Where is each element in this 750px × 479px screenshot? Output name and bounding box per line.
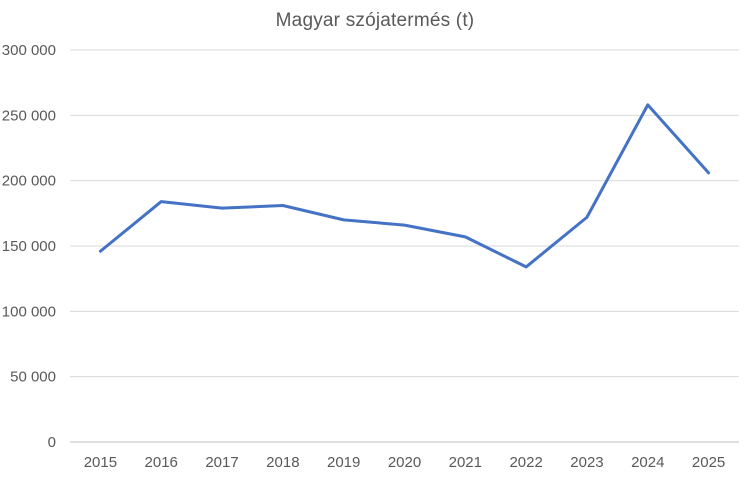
x-axis-tick-label: 2025 [692,454,725,471]
y-axis-tick-label: 50 000 [10,369,56,386]
y-axis-tick-label: 100 000 [2,303,56,320]
x-axis-tick-label: 2018 [266,454,299,471]
y-axis-tick-label: 300 000 [2,42,56,59]
x-axis-tick-label: 2022 [509,454,542,471]
y-axis-tick-label: 0 [48,434,56,451]
x-axis-tick-label: 2017 [205,454,238,471]
y-axis-tick-label: 250 000 [2,107,56,124]
y-axis-tick-label: 200 000 [2,173,56,190]
y-axis-tick-label: 150 000 [2,238,56,255]
x-axis-tick-label: 2019 [327,454,360,471]
x-axis-tick-label: 2015 [84,454,117,471]
data-series-line [98,103,711,269]
x-axis-tick-label: 2016 [145,454,178,471]
x-axis-tick-label: 2020 [388,454,421,471]
x-axis-tick-label: 2021 [449,454,482,471]
chart-title: Magyar szójatermés (t) [275,10,475,31]
x-axis-tick-label: 2023 [570,454,603,471]
x-axis-tick-label: 2024 [631,454,664,471]
